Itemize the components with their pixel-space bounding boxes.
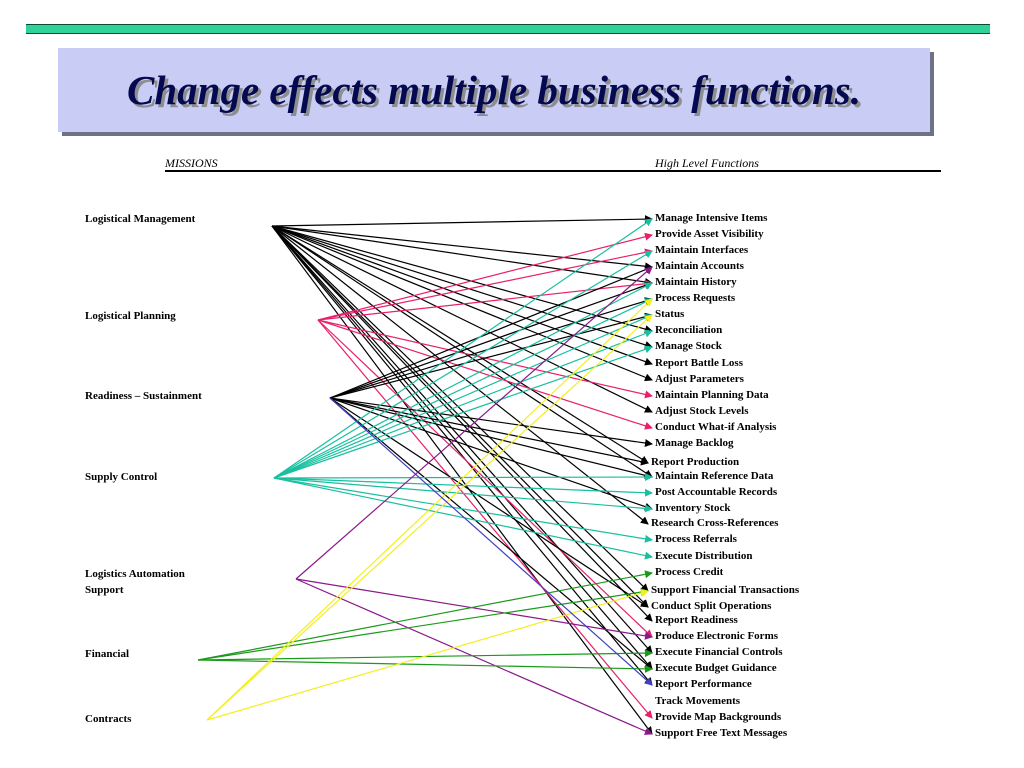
connector-arrow [271,225,653,286]
missions-header: MISSIONS [165,156,218,170]
function-item: Maintain Interfaces [655,244,749,256]
function-item: Execute Budget Guidance [655,662,777,674]
connector-arrow [329,397,649,608]
mission-logistical-management: Logistical Management [85,213,196,225]
function-item: Track Movements [655,695,741,707]
connector-arrow [271,225,653,670]
function-item: Manage Backlog [655,437,734,449]
function-item: Manage Stock [655,340,722,352]
connector-arrow [273,329,653,479]
function-item: Reconciliation [655,324,723,336]
connector-arrow [329,397,653,447]
connector-arrow [329,397,653,480]
connector-arrow [273,477,653,497]
function-item: Report Performance [655,678,752,690]
top-accent-bar [26,24,990,34]
mission-readiness-sustainment: Readiness – Sustainment [85,390,202,402]
function-item: Process Credit [655,566,724,578]
page-title: Change effects multiple business functio… [127,67,861,113]
function-item: Conduct Split Operations [651,600,772,612]
connector-arrow [271,225,653,349]
connector-arrow [329,297,653,399]
connector-arrow [295,578,653,640]
function-item: Manage Intensive Items [655,212,768,224]
function-item: Adjust Parameters [655,373,744,385]
title-banner: Change effects multiple business functio… [58,48,930,132]
connector-arrow [271,225,653,382]
mission-logistics-automation-support: Logistics Automation Support [85,568,185,596]
connector-arrow [317,248,653,321]
mission-logistical-planning: Logistical Planning [85,310,176,322]
function-item: Inventory Stock [655,502,731,514]
connector-arrow [295,578,653,735]
connector-arrow [317,319,653,430]
connector-arrow [197,588,649,661]
function-item: Status [655,308,685,320]
connector-arrow [271,225,653,333]
connector-arrow [317,319,653,719]
function-item: Report Readiness [655,614,738,626]
connector-arrow [329,281,653,399]
connector-arrow [197,570,653,661]
connector-arrow [271,225,653,622]
function-item: Research Cross-References [651,517,779,529]
function-item: Execute Distribution [655,550,753,562]
connector-arrow [329,397,653,686]
function-item: Report Battle Loss [655,357,743,369]
header-underline [165,170,941,172]
function-item: Support Financial Transactions [651,584,800,596]
connector-arrow [329,397,649,466]
function-item: Process Requests [655,292,736,304]
connector-arrow [295,266,653,580]
connector-arrow [273,314,653,479]
function-item: Adjust Stock Levels [655,405,749,417]
mission-financial: Financial [85,648,130,660]
connector-arrow [197,659,653,673]
function-item: Maintain Planning Data [655,389,769,401]
connector-arrow [329,397,653,670]
function-item: Produce Electronic Forms [655,630,779,642]
connector-arrow [271,225,649,525]
connector-arrow [206,314,653,721]
connector-arrow [271,225,649,592]
function-item: Process Referrals [655,533,737,545]
connector-arrow [317,232,653,321]
connector-arrow [273,477,653,513]
connector-arrow [271,225,653,654]
connector-arrow [271,215,653,227]
function-item: Conduct What-if Analysis [655,421,777,433]
connector-arrow [317,319,653,638]
connector-arrow [271,225,653,271]
function-item: Maintain Reference Data [655,470,774,482]
function-item: Support Free Text Messages [655,727,788,739]
function-item: Provide Asset Visibility [655,228,764,240]
connector-arrow [273,298,653,479]
function-item: Provide Map Backgrounds [655,711,782,723]
connector-arrow [273,282,653,479]
mission-supply-control: Supply Control [85,471,158,483]
connector-arrow [329,265,653,399]
function-item: Report Production [651,456,740,468]
connector-arrow [271,225,653,366]
connector-arrow [273,477,653,543]
function-item: Execute Financial Controls [655,646,783,658]
function-item: Maintain History [655,276,737,288]
connector-arrow [206,589,649,721]
connector-arrow [273,250,653,479]
connector-arrow [206,298,653,721]
function-item: Post Accountable Records [655,486,778,498]
connector-arrow [273,477,653,560]
functions-header: High Level Functions [655,156,759,170]
connector-arrow [329,312,653,399]
connector-arrow [271,225,653,735]
connector-arrow [273,218,653,479]
mission-contracts: Contracts [85,713,132,725]
function-item: Maintain Accounts [655,260,744,272]
connector-arrow [273,345,653,479]
